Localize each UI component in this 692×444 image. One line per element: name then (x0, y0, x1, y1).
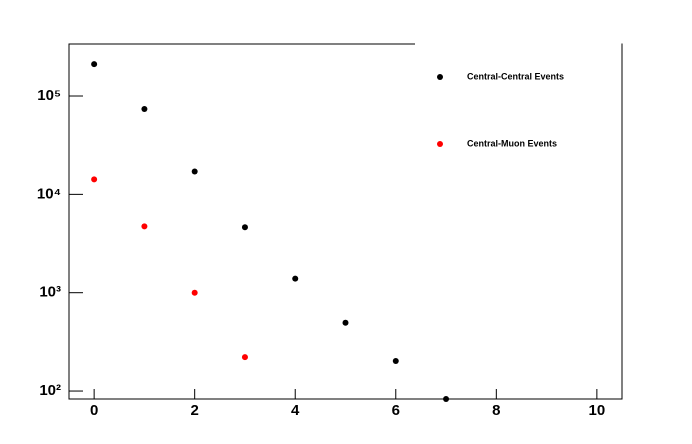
legend-label: Central-Central Events (467, 71, 564, 81)
x-tick-label: 4 (291, 402, 300, 419)
data-point (392, 358, 399, 365)
legend-label: Central-Muon Events (467, 138, 557, 148)
legend-marker (437, 141, 443, 147)
x-tick-label: 8 (492, 402, 500, 419)
data-point (443, 396, 450, 402)
data-point (241, 354, 248, 361)
data-point (191, 168, 198, 175)
y-tick-label: 10² (39, 382, 61, 399)
data-point (141, 105, 148, 112)
legend-box (415, 38, 622, 168)
legend-marker (437, 74, 443, 80)
data-point (292, 275, 299, 282)
y-tick-label: 10⁵ (37, 87, 61, 104)
y-tick-label: 10⁴ (37, 185, 61, 202)
data-point (241, 224, 248, 231)
data-point (342, 319, 349, 326)
data-point (91, 176, 98, 183)
x-tick-label: 2 (191, 402, 199, 419)
x-tick-label: 10 (589, 402, 606, 419)
data-point (191, 289, 198, 296)
data-point (141, 223, 148, 230)
x-tick-label: 0 (90, 402, 98, 419)
plot-frame (68, 43, 623, 400)
y-tick-label: 10³ (39, 284, 61, 301)
data-point (91, 61, 98, 68)
x-tick-label: 6 (392, 402, 400, 419)
